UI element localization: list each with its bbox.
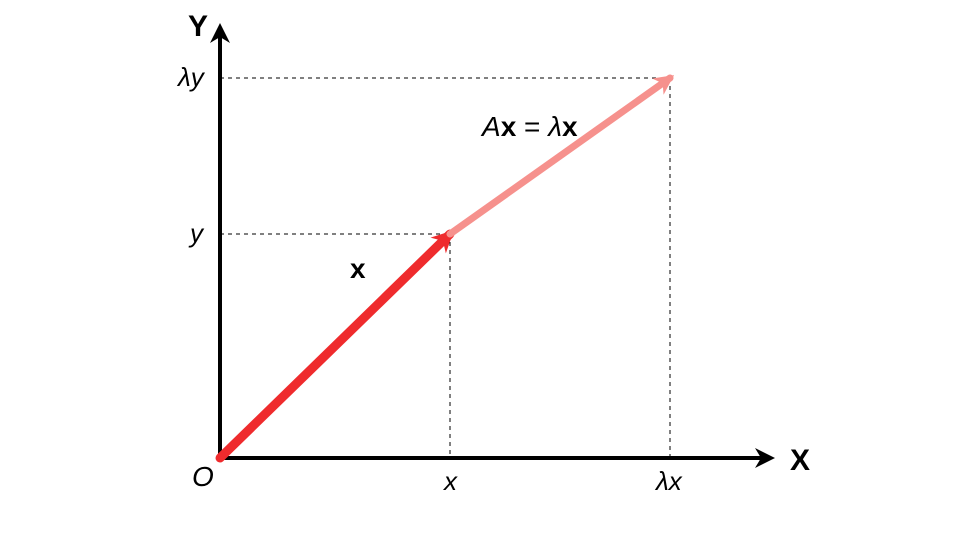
y-axis-label: Y [188, 10, 208, 43]
origin-label: O [192, 461, 214, 492]
eigenvector-diagram: X Y Oy λy x λx x Ax = λx [0, 0, 960, 540]
tick-label-ly: λy [176, 62, 206, 92]
x-axis-label: X [790, 444, 810, 477]
tick-label-y: y [188, 218, 205, 248]
vector-label-x_vec: x [350, 253, 366, 284]
tick-label-x: x [442, 466, 458, 496]
tick-label-lx: λx [654, 466, 683, 496]
vector-label-Ax_vec: Ax = λx [480, 111, 578, 142]
